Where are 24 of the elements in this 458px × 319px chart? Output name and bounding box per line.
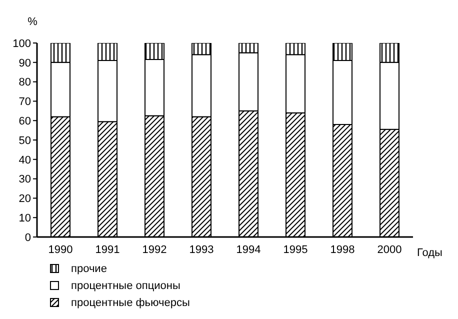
x-tick-label: 1990 [48, 244, 73, 256]
legend-label: процентные фьючерсы [71, 296, 190, 308]
x-tick-label: 1991 [95, 244, 120, 256]
y-tick-label: 60 [18, 116, 31, 128]
legend-label: прочие [71, 262, 107, 274]
y-tick-label: 70 [18, 96, 31, 108]
y-tick-label: 0 [24, 232, 31, 244]
x-tick-label: 1992 [142, 244, 167, 256]
y-tick-label: 40 [18, 154, 31, 166]
y-tick-label: 20 [18, 193, 31, 206]
x-axis-title: Годы [417, 246, 443, 259]
legend-label: процентные опционы [71, 280, 180, 292]
x-tick-label: 1993 [189, 244, 214, 256]
y-tick-label: 10 [18, 212, 31, 225]
y-tick-label: 80 [18, 76, 31, 89]
x-tick-label: 1994 [236, 244, 261, 256]
x-tick-label: 1995 [283, 244, 308, 256]
y-tick-label: 50 [18, 134, 31, 147]
y-axis-title: % [28, 16, 38, 28]
x-tick-label: 1998 [330, 244, 355, 256]
y-tick-label: 90 [18, 57, 31, 70]
y-tick-label: 100 [12, 38, 31, 50]
x-tick-label: 2000 [377, 244, 402, 256]
y-tick-label: 30 [18, 174, 31, 186]
